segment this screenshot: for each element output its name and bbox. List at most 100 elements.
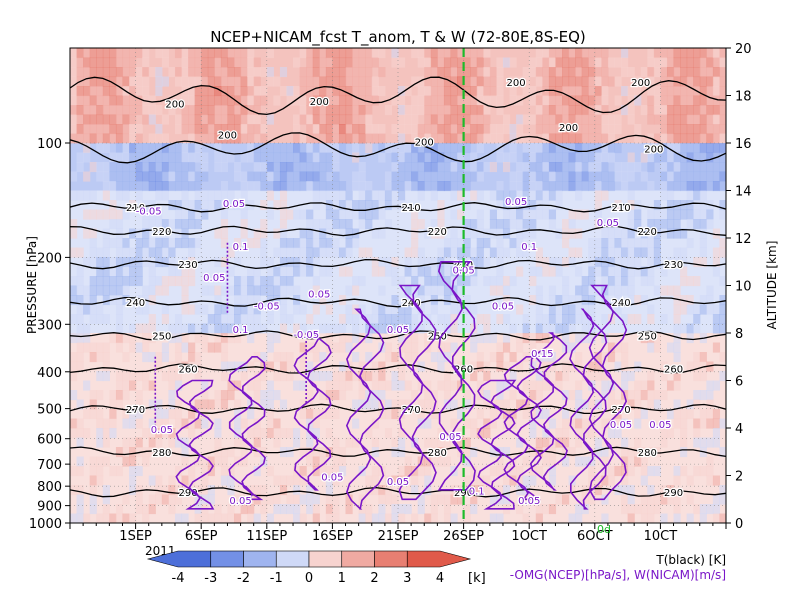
anomaly-cell (502, 342, 511, 353)
anomaly-cell (142, 181, 150, 192)
anomaly-cell (647, 485, 655, 496)
anomaly-cell (496, 361, 504, 372)
anomaly-cell (174, 485, 183, 496)
anomaly-cell (562, 105, 570, 116)
anomaly-cell (647, 181, 655, 192)
anomaly-cell (673, 48, 681, 59)
anomaly-cell (581, 152, 589, 163)
anomaly-cell (463, 247, 471, 258)
anomaly-cell (371, 437, 379, 448)
anomaly-cell (234, 314, 242, 325)
anomaly-cell (562, 304, 570, 315)
anomaly-cell (273, 228, 281, 239)
anomaly-cell (155, 219, 163, 230)
anomaly-cell (581, 399, 589, 410)
anomaly-cell (621, 447, 629, 458)
anomaly-cell (148, 114, 156, 125)
anomaly-cell (712, 133, 721, 144)
anomaly-cell (542, 133, 550, 144)
anomaly-cell (168, 67, 176, 78)
anomaly-cell (115, 181, 124, 192)
anomaly-cell (522, 409, 530, 420)
anomaly-cell (575, 409, 583, 420)
anomaly-cell (680, 447, 688, 458)
anomaly-cell (220, 333, 229, 344)
anomaly-cell (161, 57, 169, 68)
anomaly-cell (194, 86, 202, 97)
anomaly-cell (194, 399, 202, 410)
anomaly-cell (568, 361, 576, 372)
anomaly-cell (240, 171, 248, 182)
anomaly-cell (463, 295, 471, 306)
anomaly-cell (404, 314, 412, 325)
anomaly-cell (607, 143, 616, 154)
anomaly-cell (660, 133, 668, 144)
anomaly-cell (266, 428, 274, 439)
anomaly-cell (437, 314, 445, 325)
anomaly-cell (188, 342, 196, 353)
anomaly-cell (647, 219, 655, 230)
anomaly-cell (575, 228, 583, 239)
anomaly-cell (332, 209, 340, 220)
anomaly-cell (109, 390, 117, 401)
anomaly-cell (201, 456, 209, 467)
anomaly-cell (562, 333, 570, 344)
anomaly-cell (529, 409, 537, 420)
anomaly-cell (489, 466, 497, 477)
anomaly-cell (83, 304, 91, 315)
anomaly-cell (365, 105, 373, 116)
anomaly-cell (188, 181, 196, 192)
anomaly-cell (601, 247, 609, 258)
anomaly-cell (135, 418, 143, 429)
anomaly-cell (181, 447, 189, 458)
anomaly-cell (155, 485, 163, 496)
anomaly-cell (680, 266, 688, 277)
anomaly-cell (260, 152, 268, 163)
anomaly-cell (653, 105, 661, 116)
anomaly-cell (450, 143, 458, 154)
anomaly-cell (161, 228, 169, 239)
anomaly-cell (509, 57, 517, 68)
anomaly-cell (443, 162, 452, 173)
anomaly-cell (555, 304, 563, 315)
anomaly-cell (443, 456, 452, 467)
anomaly-cell (135, 86, 143, 97)
anomaly-cell (417, 124, 425, 135)
anomaly-cell (680, 95, 688, 106)
anomaly-cell (247, 114, 255, 125)
anomaly-cell (457, 304, 465, 315)
anomaly-cell (325, 67, 333, 78)
anomaly-cell (266, 304, 274, 315)
anomaly-cell (627, 152, 635, 163)
anomaly-cell (575, 295, 583, 306)
anomaly-cell (660, 437, 668, 448)
anomaly-cell (312, 504, 320, 515)
anomaly-cell (89, 494, 97, 505)
anomaly-cell (693, 304, 701, 315)
anomaly-cell (70, 76, 78, 87)
anomaly-cell (109, 105, 117, 116)
anomaly-cell (227, 361, 235, 372)
anomaly-cell (443, 494, 452, 505)
anomaly-cell (443, 266, 452, 277)
anomaly-cell (76, 266, 84, 277)
anomaly-cell (575, 428, 583, 439)
anomaly-cell (391, 95, 399, 106)
anomaly-cell (96, 247, 104, 258)
w-contour-label: 0.05 (492, 301, 514, 312)
anomaly-cell (253, 162, 261, 173)
anomaly-cell (529, 171, 537, 182)
anomaly-cell (345, 437, 353, 448)
anomaly-cell (496, 124, 504, 135)
anomaly-cell (601, 390, 609, 401)
anomaly-cell (430, 67, 438, 78)
temperature-contours: 2102102102202202202302302302402402402502… (70, 76, 726, 500)
anomaly-cell (502, 295, 511, 306)
anomaly-cell (555, 124, 563, 135)
anomaly-cell (76, 333, 84, 344)
anomaly-cell (115, 57, 124, 68)
anomaly-cell (463, 143, 471, 154)
anomaly-cell (352, 86, 360, 97)
anomaly-cell (227, 76, 235, 87)
anomaly-cell (653, 238, 661, 249)
